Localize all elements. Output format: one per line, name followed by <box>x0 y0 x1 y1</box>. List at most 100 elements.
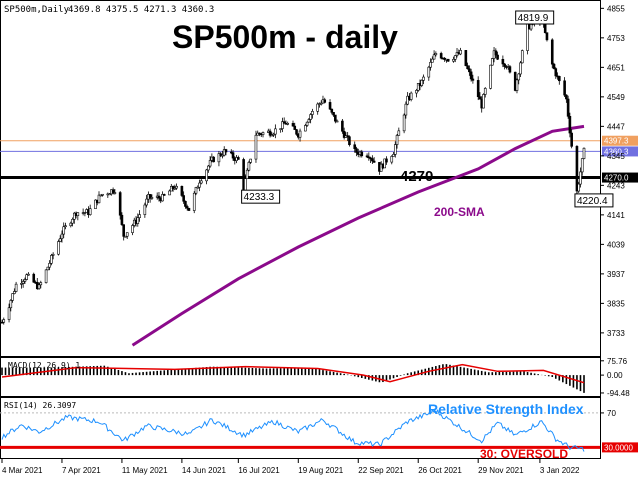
candle-body <box>39 282 43 286</box>
level-4270-label: 4270 <box>400 168 433 185</box>
price-tick-label: 4753 <box>607 34 625 43</box>
candle-body <box>328 102 332 110</box>
price-axis: 4855 4753 4651 4549 4447 4345 4243 4141 4039 3937… <box>600 4 625 338</box>
candle-body <box>247 162 251 171</box>
rsi-label: RSI(14) 26.3097 <box>4 401 76 410</box>
candle-body <box>136 217 140 224</box>
candle-body <box>478 96 482 100</box>
candle-body <box>23 279 27 282</box>
candle-body <box>274 128 277 135</box>
candle-body <box>0 321 4 324</box>
candle-body <box>372 160 376 163</box>
candle-body <box>212 156 215 163</box>
candle-body <box>489 64 492 89</box>
candle-body <box>422 76 425 81</box>
candle-body <box>348 136 351 146</box>
candle-body <box>125 232 129 237</box>
candle-body <box>113 192 117 194</box>
candle-body <box>501 58 505 65</box>
candle-body <box>552 63 556 69</box>
candle-body <box>582 147 586 159</box>
candle-body <box>385 158 388 163</box>
candle-body <box>224 149 228 153</box>
candle-body <box>217 153 221 163</box>
candle-body <box>88 208 92 215</box>
candle-body <box>367 156 371 159</box>
candle-body <box>281 121 284 129</box>
candle-body <box>268 130 272 136</box>
time-tick-label: 11 May 2021 <box>122 466 168 475</box>
level-tag-label: 4397.3 <box>604 137 629 146</box>
candle-body <box>120 214 124 225</box>
macd-label: MACD(12,26,9) 1 <box>8 361 80 370</box>
candle-body <box>187 207 191 211</box>
candle-body <box>395 135 399 145</box>
time-tick-label: 29 Nov 2021 <box>478 466 524 475</box>
candle-body <box>304 125 307 132</box>
price-tick-label: 4549 <box>607 93 625 102</box>
candle-body <box>7 307 11 320</box>
sma-200-path <box>131 124 585 347</box>
price-tick-label: 4651 <box>607 63 625 72</box>
time-tick-label: 3 Jan 2022 <box>540 466 580 475</box>
candle-body <box>254 134 258 160</box>
candle-body <box>168 190 171 196</box>
candle-body <box>76 212 80 216</box>
candle-body <box>219 153 222 156</box>
candle-body <box>25 274 28 280</box>
price-tick-label: 3835 <box>607 299 625 308</box>
candle-body <box>529 24 533 30</box>
candle-body <box>62 226 66 235</box>
candle-body <box>143 204 147 215</box>
candle-body <box>415 90 418 94</box>
candle-body <box>279 128 282 130</box>
candle-body <box>21 281 25 284</box>
candle-body <box>307 119 311 123</box>
candle-body <box>335 120 339 123</box>
time-tick-label: 22 Sep 2021 <box>358 466 404 475</box>
price-tick-label: 3937 <box>607 270 625 279</box>
candle-body <box>145 198 148 206</box>
candle-body <box>316 103 319 112</box>
candle-body <box>570 132 573 147</box>
candle-body <box>272 133 275 136</box>
candle-body <box>196 186 200 189</box>
candle-body <box>32 273 36 283</box>
candle-body <box>282 121 286 124</box>
candle-body <box>245 169 249 179</box>
candle-body <box>520 50 524 64</box>
candle-body <box>371 158 374 162</box>
candle-body <box>205 169 208 182</box>
candle-body <box>432 54 436 60</box>
candle-body <box>50 255 53 264</box>
candle-body <box>490 58 494 66</box>
candle-body <box>122 224 125 237</box>
candle-body <box>57 241 60 255</box>
candle-body <box>244 178 247 191</box>
candle-body <box>231 152 235 159</box>
rsi-pane-frame <box>0 397 601 459</box>
chart-title: SP500m - daily <box>172 19 398 55</box>
candle-body <box>111 189 115 193</box>
candle-body <box>402 114 406 132</box>
candle-body <box>71 219 74 224</box>
candle-body <box>390 156 394 163</box>
candle-body <box>309 114 312 120</box>
annotation-box <box>574 193 614 208</box>
candle-body <box>471 78 475 81</box>
candle-body <box>365 155 369 158</box>
candle-body <box>286 123 290 125</box>
candle-body <box>270 134 274 137</box>
candle-body <box>97 194 101 204</box>
price-tick-label: 4447 <box>607 122 625 131</box>
candle-body <box>293 125 297 130</box>
annotation-box <box>515 10 555 25</box>
candle-body <box>341 120 344 132</box>
candle-body <box>198 182 201 188</box>
ohlc-readout: 4369.8 4375.5 4271.3 4360.3 <box>68 5 214 15</box>
macd-tick-label: -94.48 <box>607 389 630 398</box>
candle-body <box>37 284 41 290</box>
candle-body <box>46 266 50 271</box>
candle-body <box>222 149 226 156</box>
